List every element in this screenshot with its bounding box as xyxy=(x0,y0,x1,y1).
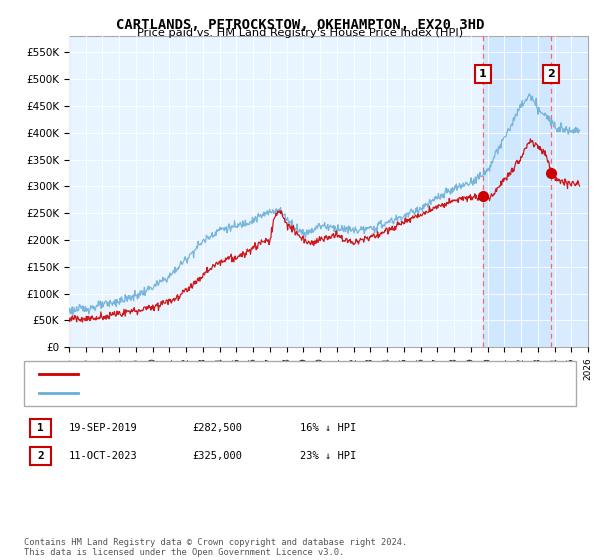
Text: Contains HM Land Registry data © Crown copyright and database right 2024.
This d: Contains HM Land Registry data © Crown c… xyxy=(24,538,407,557)
Text: 16% ↓ HPI: 16% ↓ HPI xyxy=(300,423,356,433)
Text: Price paid vs. HM Land Registry's House Price Index (HPI): Price paid vs. HM Land Registry's House … xyxy=(137,28,463,38)
Text: 1: 1 xyxy=(37,423,44,433)
Text: HPI: Average price, detached house, Torridge: HPI: Average price, detached house, Torr… xyxy=(84,389,348,399)
Text: 19-SEP-2019: 19-SEP-2019 xyxy=(69,423,138,433)
Bar xyxy=(551,36,588,347)
Text: CARTLANDS, PETROCKSTOW, OKEHAMPTON, EX20 3HD (detached house): CARTLANDS, PETROCKSTOW, OKEHAMPTON, EX20… xyxy=(84,368,450,379)
Text: 2: 2 xyxy=(37,451,44,461)
Text: CARTLANDS, PETROCKSTOW, OKEHAMPTON, EX20 3HD: CARTLANDS, PETROCKSTOW, OKEHAMPTON, EX20… xyxy=(116,18,484,32)
Text: £282,500: £282,500 xyxy=(192,423,242,433)
Text: 11-OCT-2023: 11-OCT-2023 xyxy=(69,451,138,461)
Text: 1: 1 xyxy=(479,69,487,79)
Bar xyxy=(483,36,551,347)
Text: £325,000: £325,000 xyxy=(192,451,242,461)
Text: 2: 2 xyxy=(547,69,555,79)
Text: 23% ↓ HPI: 23% ↓ HPI xyxy=(300,451,356,461)
